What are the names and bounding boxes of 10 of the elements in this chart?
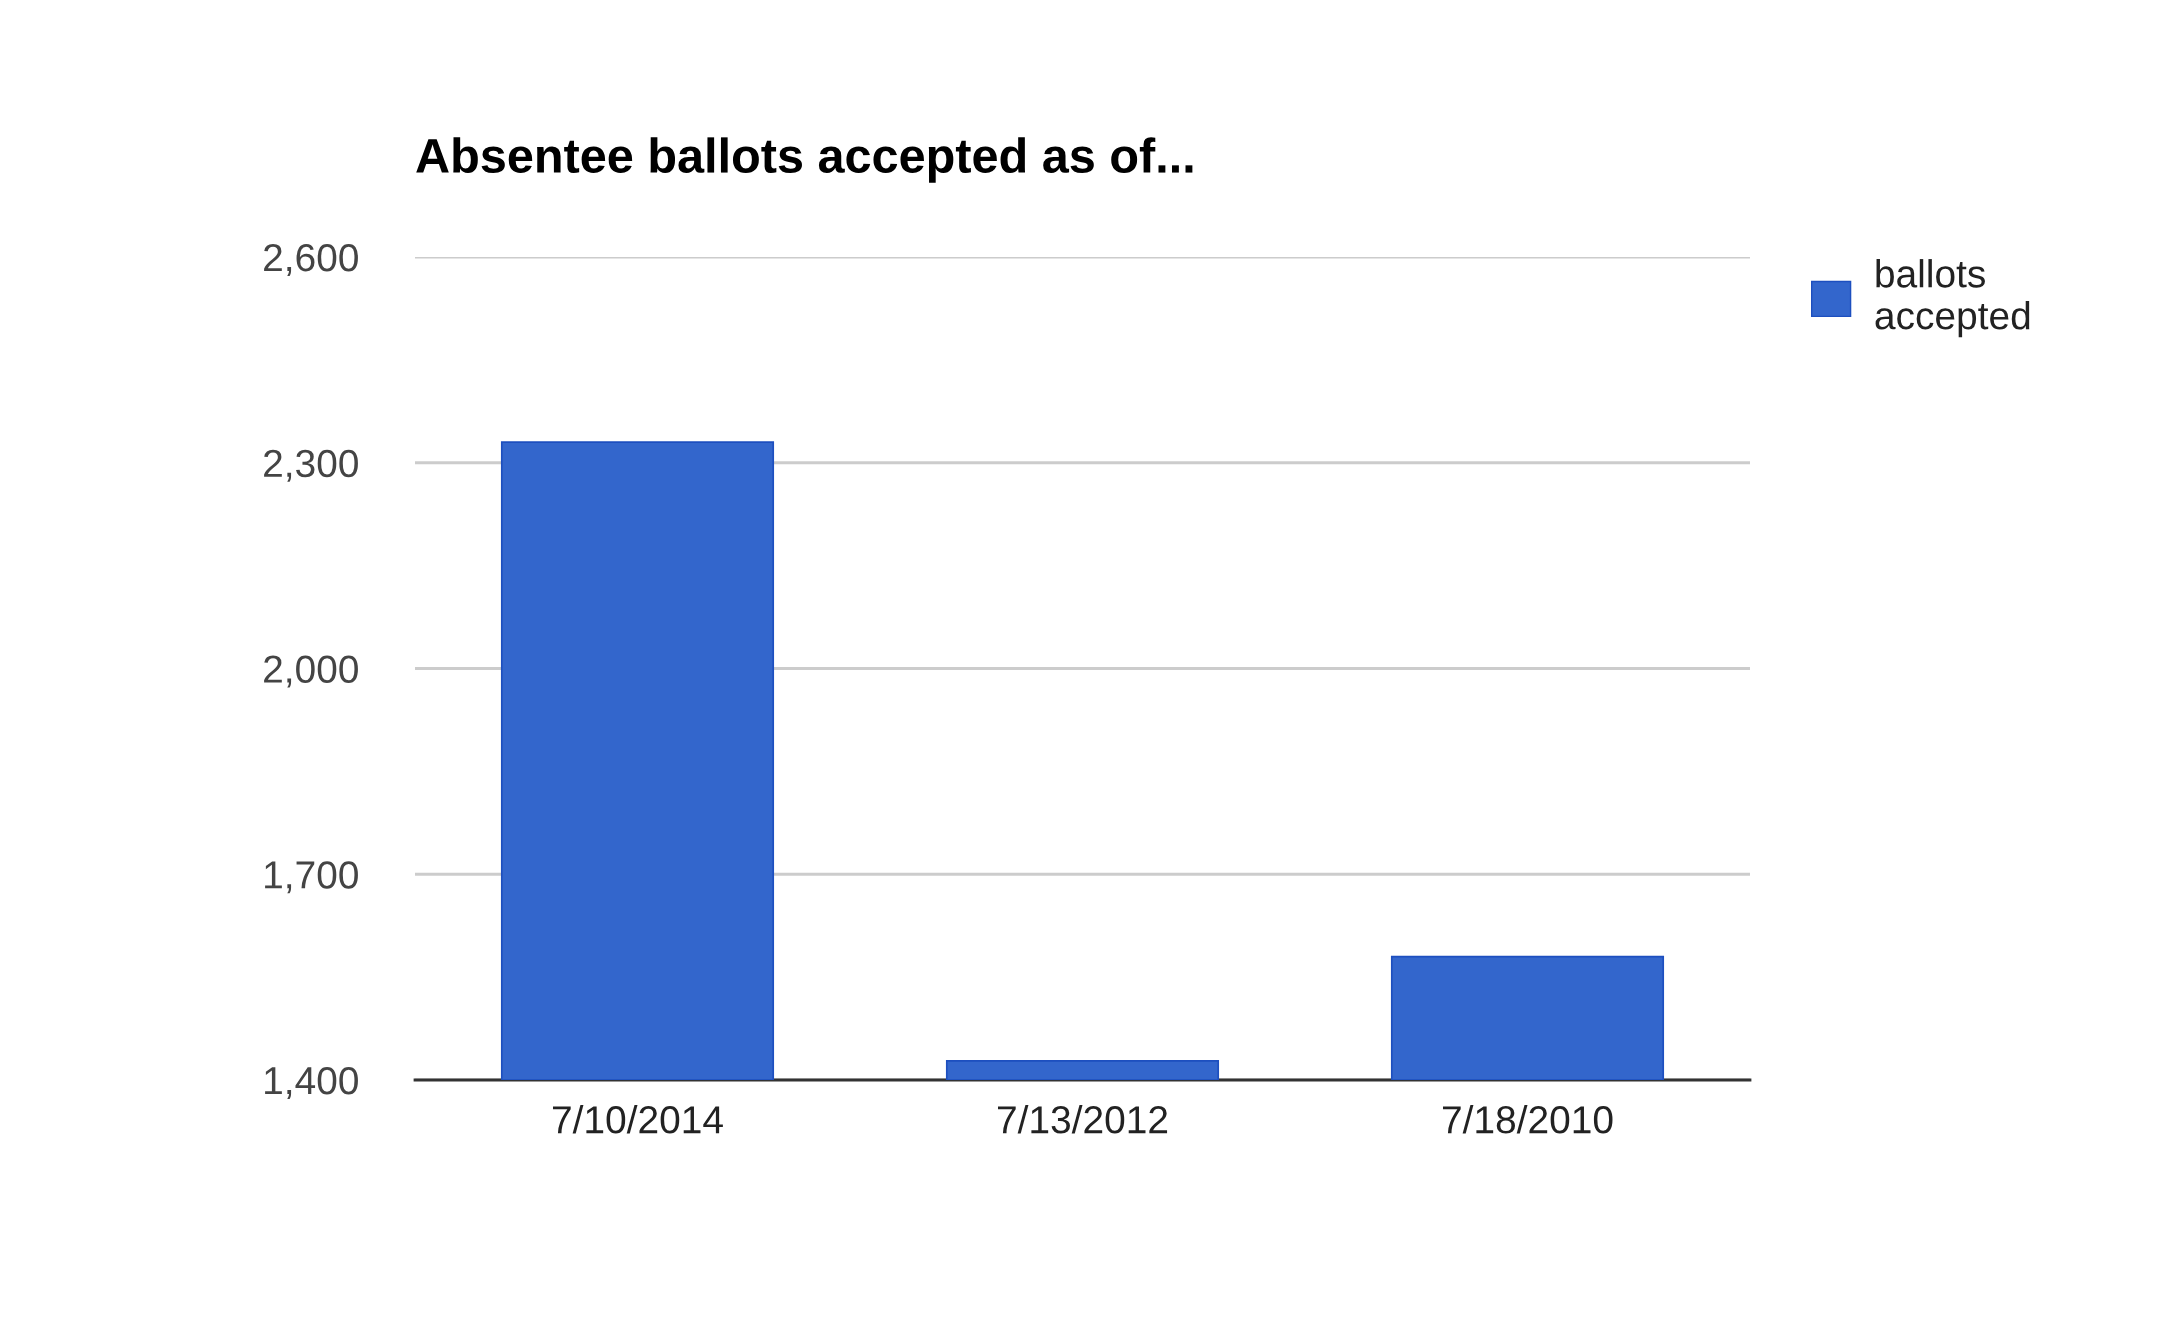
x-tick-label: 7/10/2014 [553,1105,723,1134]
y-tick-label: 2,300 [264,449,358,482]
x-tick-label: 7/13/2012 [998,1105,1168,1134]
y-tick-label: 1,700 [265,861,358,894]
y-tick-label: 2,600 [264,243,358,277]
chart-title: Absentee ballots accepted as of... [416,137,1193,183]
y-tick-label: 2,000 [264,655,358,688]
y-tick-label: 1,400 [265,1066,358,1100]
x-tick-label: 7/18/2010 [1443,1105,1613,1134]
legend-label: ballots accepted [1875,259,2030,338]
